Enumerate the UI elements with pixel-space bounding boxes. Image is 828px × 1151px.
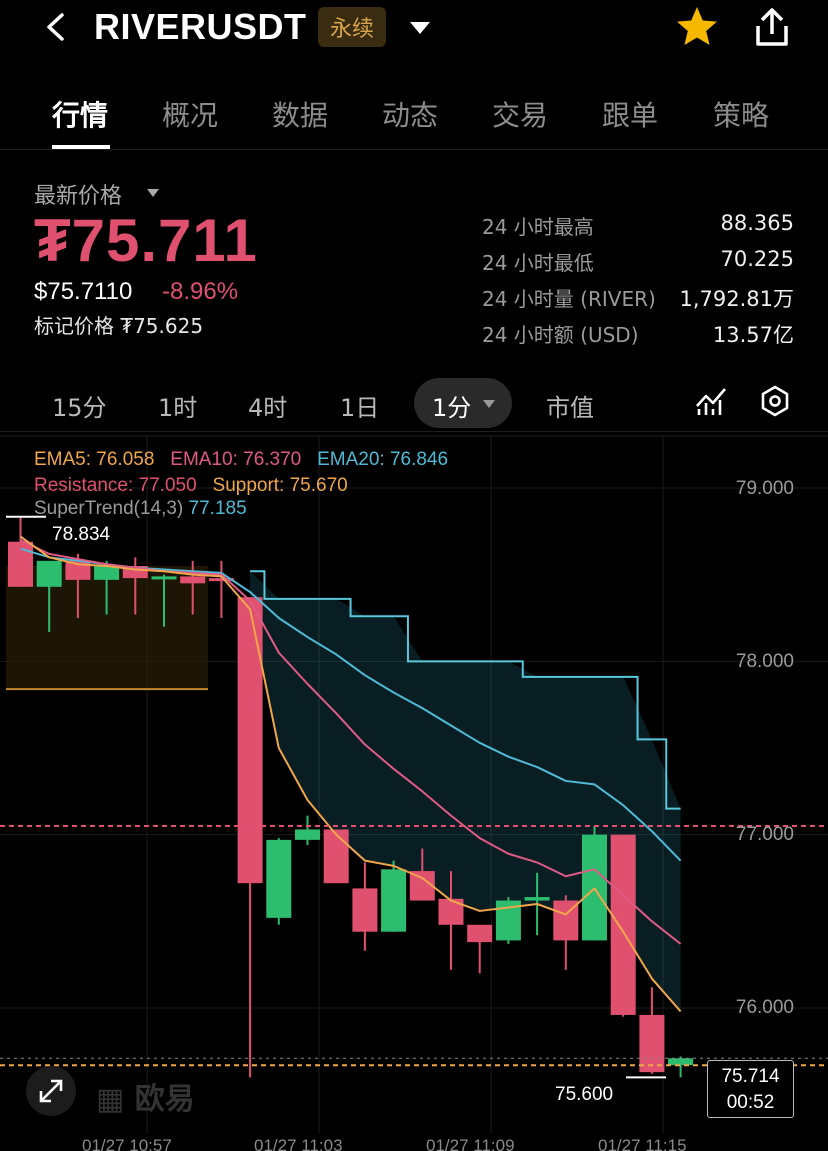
okx-watermark-logo: ▦ 欧易 — [96, 1082, 195, 1117]
candle-body — [381, 869, 407, 932]
candle-body — [36, 560, 62, 587]
x-tick-1057: 01/27 10:57 — [82, 1136, 172, 1151]
candle-body — [323, 829, 349, 884]
interval-4h[interactable]: 4时 — [248, 394, 288, 422]
candle-body — [180, 576, 206, 584]
indicator-icon[interactable] — [694, 384, 728, 418]
fullscreen-button[interactable] — [26, 1066, 76, 1116]
stat-high-value: 88.365 — [720, 211, 794, 235]
legend-ema10: EMA10: 76.370 — [170, 449, 302, 470]
tab-strategy[interactable]: 策略 — [713, 99, 770, 132]
interval-bar: 15分 1时 4时 1日 1分 市值 — [0, 376, 828, 432]
chevron-down-icon — [483, 400, 495, 408]
y-tick-76: 76.000 — [735, 997, 794, 1018]
tab-trade[interactable]: 交易 — [492, 99, 549, 132]
legend-supertrend-label: SuperTrend(14,3) — [34, 498, 184, 519]
interval-selector-active[interactable]: 1分 — [414, 378, 512, 428]
legend-supertrend-value: 77.185 — [188, 498, 247, 519]
header: RIVERUSDT 永续 — [0, 0, 828, 56]
candle-countdown: 00:52 — [726, 1092, 775, 1113]
active-tab-indicator — [52, 145, 110, 149]
x-tick-1109: 01/27 11:09 — [426, 1136, 515, 1151]
mark-price: 标记价格 ₮75.625 — [34, 314, 204, 338]
interval-active-label: 1分 — [432, 394, 472, 422]
ema10-line — [20, 539, 682, 945]
low-marker-label: 75.600 — [555, 1084, 614, 1105]
candle-body — [151, 576, 177, 580]
candle-body — [94, 566, 120, 580]
legend-row-3: SuperTrend(14,3) 77.185 — [34, 498, 247, 520]
candle-body — [639, 1014, 665, 1073]
candle-body — [524, 897, 550, 901]
candle-body — [266, 839, 292, 918]
symbol-dropdown-icon[interactable] — [407, 18, 433, 38]
candle-body — [208, 578, 234, 582]
candle-body — [8, 541, 33, 587]
stat-turnover-value: 13.57亿 — [712, 323, 794, 347]
change-percent: -8.96% — [162, 278, 239, 305]
stat-turnover-label: 24 小时额 (USD) — [482, 323, 639, 347]
interval-1h[interactable]: 1时 — [158, 394, 198, 422]
supertrend-line — [250, 570, 681, 810]
legend-ema5: EMA5: 76.058 — [34, 449, 155, 470]
main-tabs: 行情 概况 数据 动态 交易 跟单 策略 — [0, 84, 828, 150]
legend-row-1: EMA5: 76.058 EMA10: 76.370 EMA20: 76.846 — [34, 449, 448, 471]
legend-row-2: Resistance: 77.050 Support: 75.670 — [34, 475, 348, 497]
candle-body — [467, 924, 493, 943]
candle-body — [610, 834, 636, 1015]
contract-type-badge: 永续 — [318, 7, 386, 47]
tab-market[interactable]: 行情 — [52, 99, 109, 132]
latest-price-label[interactable]: 最新价格 — [34, 184, 123, 209]
tab-news[interactable]: 动态 — [382, 99, 439, 132]
market-cap-tab[interactable]: 市值 — [546, 394, 594, 422]
symbol-title[interactable]: RIVERUSDT — [94, 6, 307, 47]
current-price-label: 75.714 — [721, 1066, 780, 1087]
y-tick-78: 78.000 — [735, 651, 794, 672]
candle-body — [352, 888, 378, 932]
expand-icon — [39, 1079, 63, 1103]
stat-high-label: 24 小时最高 — [482, 215, 594, 239]
x-tick-1103: 01/27 11:03 — [254, 1136, 343, 1151]
legend-support: Support: 75.670 — [212, 475, 348, 496]
stat-volume-label: 24 小时量 (RIVER) — [482, 287, 656, 311]
last-price: ₮75.711 — [34, 207, 258, 274]
chevron-down-icon[interactable] — [146, 188, 160, 198]
legend-resistance: Resistance: 77.050 — [34, 475, 197, 496]
interval-1d[interactable]: 1日 — [340, 394, 380, 422]
stat-volume-value: 1,792.81万 — [679, 287, 794, 311]
share-icon[interactable] — [748, 4, 796, 50]
x-tick-1115: 01/27 11:15 — [598, 1136, 687, 1151]
candle-body — [237, 597, 263, 884]
chart-settings-icon[interactable] — [758, 384, 792, 418]
stat-low-label: 24 小时最低 — [482, 251, 594, 275]
y-tick-77: 77.000 — [735, 824, 794, 845]
high-marker-label: 78.834 — [52, 524, 111, 545]
tab-overview[interactable]: 概况 — [162, 99, 219, 132]
favorite-star-icon[interactable] — [674, 4, 720, 50]
usd-price: $75.7110 — [34, 278, 133, 305]
interval-15m[interactable]: 15分 — [52, 394, 107, 422]
legend-ema20: EMA20: 76.846 — [317, 449, 449, 470]
y-tick-79: 79.000 — [735, 478, 794, 499]
back-arrow-icon[interactable] — [40, 10, 72, 44]
tab-copy-trading[interactable]: 跟单 — [602, 99, 659, 132]
ema5-line — [19, 535, 682, 1013]
candle-body — [668, 1058, 694, 1066]
stat-low-value: 70.225 — [720, 247, 794, 271]
candle-body — [295, 829, 320, 840]
tab-data[interactable]: 数据 — [272, 99, 329, 132]
current-price-box: 75.714 00:52 — [707, 1060, 794, 1118]
